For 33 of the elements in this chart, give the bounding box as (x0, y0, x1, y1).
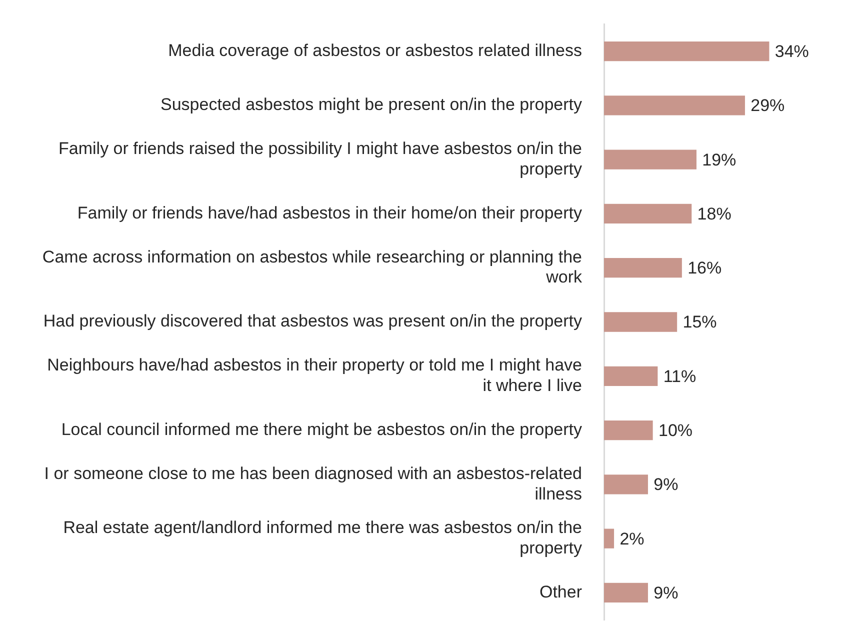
data-label: 9% (654, 475, 678, 494)
bar (604, 150, 696, 170)
data-label: 19% (702, 150, 736, 170)
bar (604, 312, 678, 332)
y-tick-label: Neighbours have/had asbestos in their property or told me I might have it where I live (47, 356, 582, 396)
data-label: 18% (697, 204, 732, 224)
y-tick-label: Came across information on asbestos while researching or planning the work (42, 247, 582, 287)
data-label: 29% (750, 96, 785, 116)
bar (604, 204, 692, 224)
data-label: 15% (682, 312, 717, 332)
y-tick-label: Local council informed me there might be asbestos on/in the property (61, 420, 582, 439)
y-tick-label: I or someone close to me has been diagnosed with an asbestos-related illness (44, 464, 582, 504)
bar (604, 474, 648, 494)
y-tick-label: Family or friends have/had asbestos in their home/on their property (77, 203, 582, 222)
bar (604, 528, 614, 548)
bar (604, 420, 653, 440)
bar (604, 366, 658, 386)
y-tick-label: Media coverage of asbestos or asbestos related illness (168, 40, 582, 60)
data-label: 9% (654, 583, 678, 602)
data-label: 11% (663, 366, 696, 386)
bar (604, 96, 745, 116)
bar (604, 41, 770, 62)
y-tick-label: Had previously discovered that asbestos was present on/in the property (43, 312, 582, 331)
y-tick-label: Family or friends raised the possibility I might have asbestos on/in the property (58, 139, 582, 178)
y-tick-label: Real estate agent/landlord informed me there was asbestos on/in the property (63, 518, 582, 558)
data-label: 34% (774, 42, 809, 61)
y-tick-label: Other (539, 582, 582, 602)
data-label: 10% (658, 420, 693, 440)
bar (604, 582, 648, 603)
data-label: 16% (688, 258, 722, 278)
y-tick-label: Suspected asbestos might be present on/in the property (160, 95, 582, 114)
data-label: 2% (620, 529, 644, 548)
bar (604, 258, 682, 278)
